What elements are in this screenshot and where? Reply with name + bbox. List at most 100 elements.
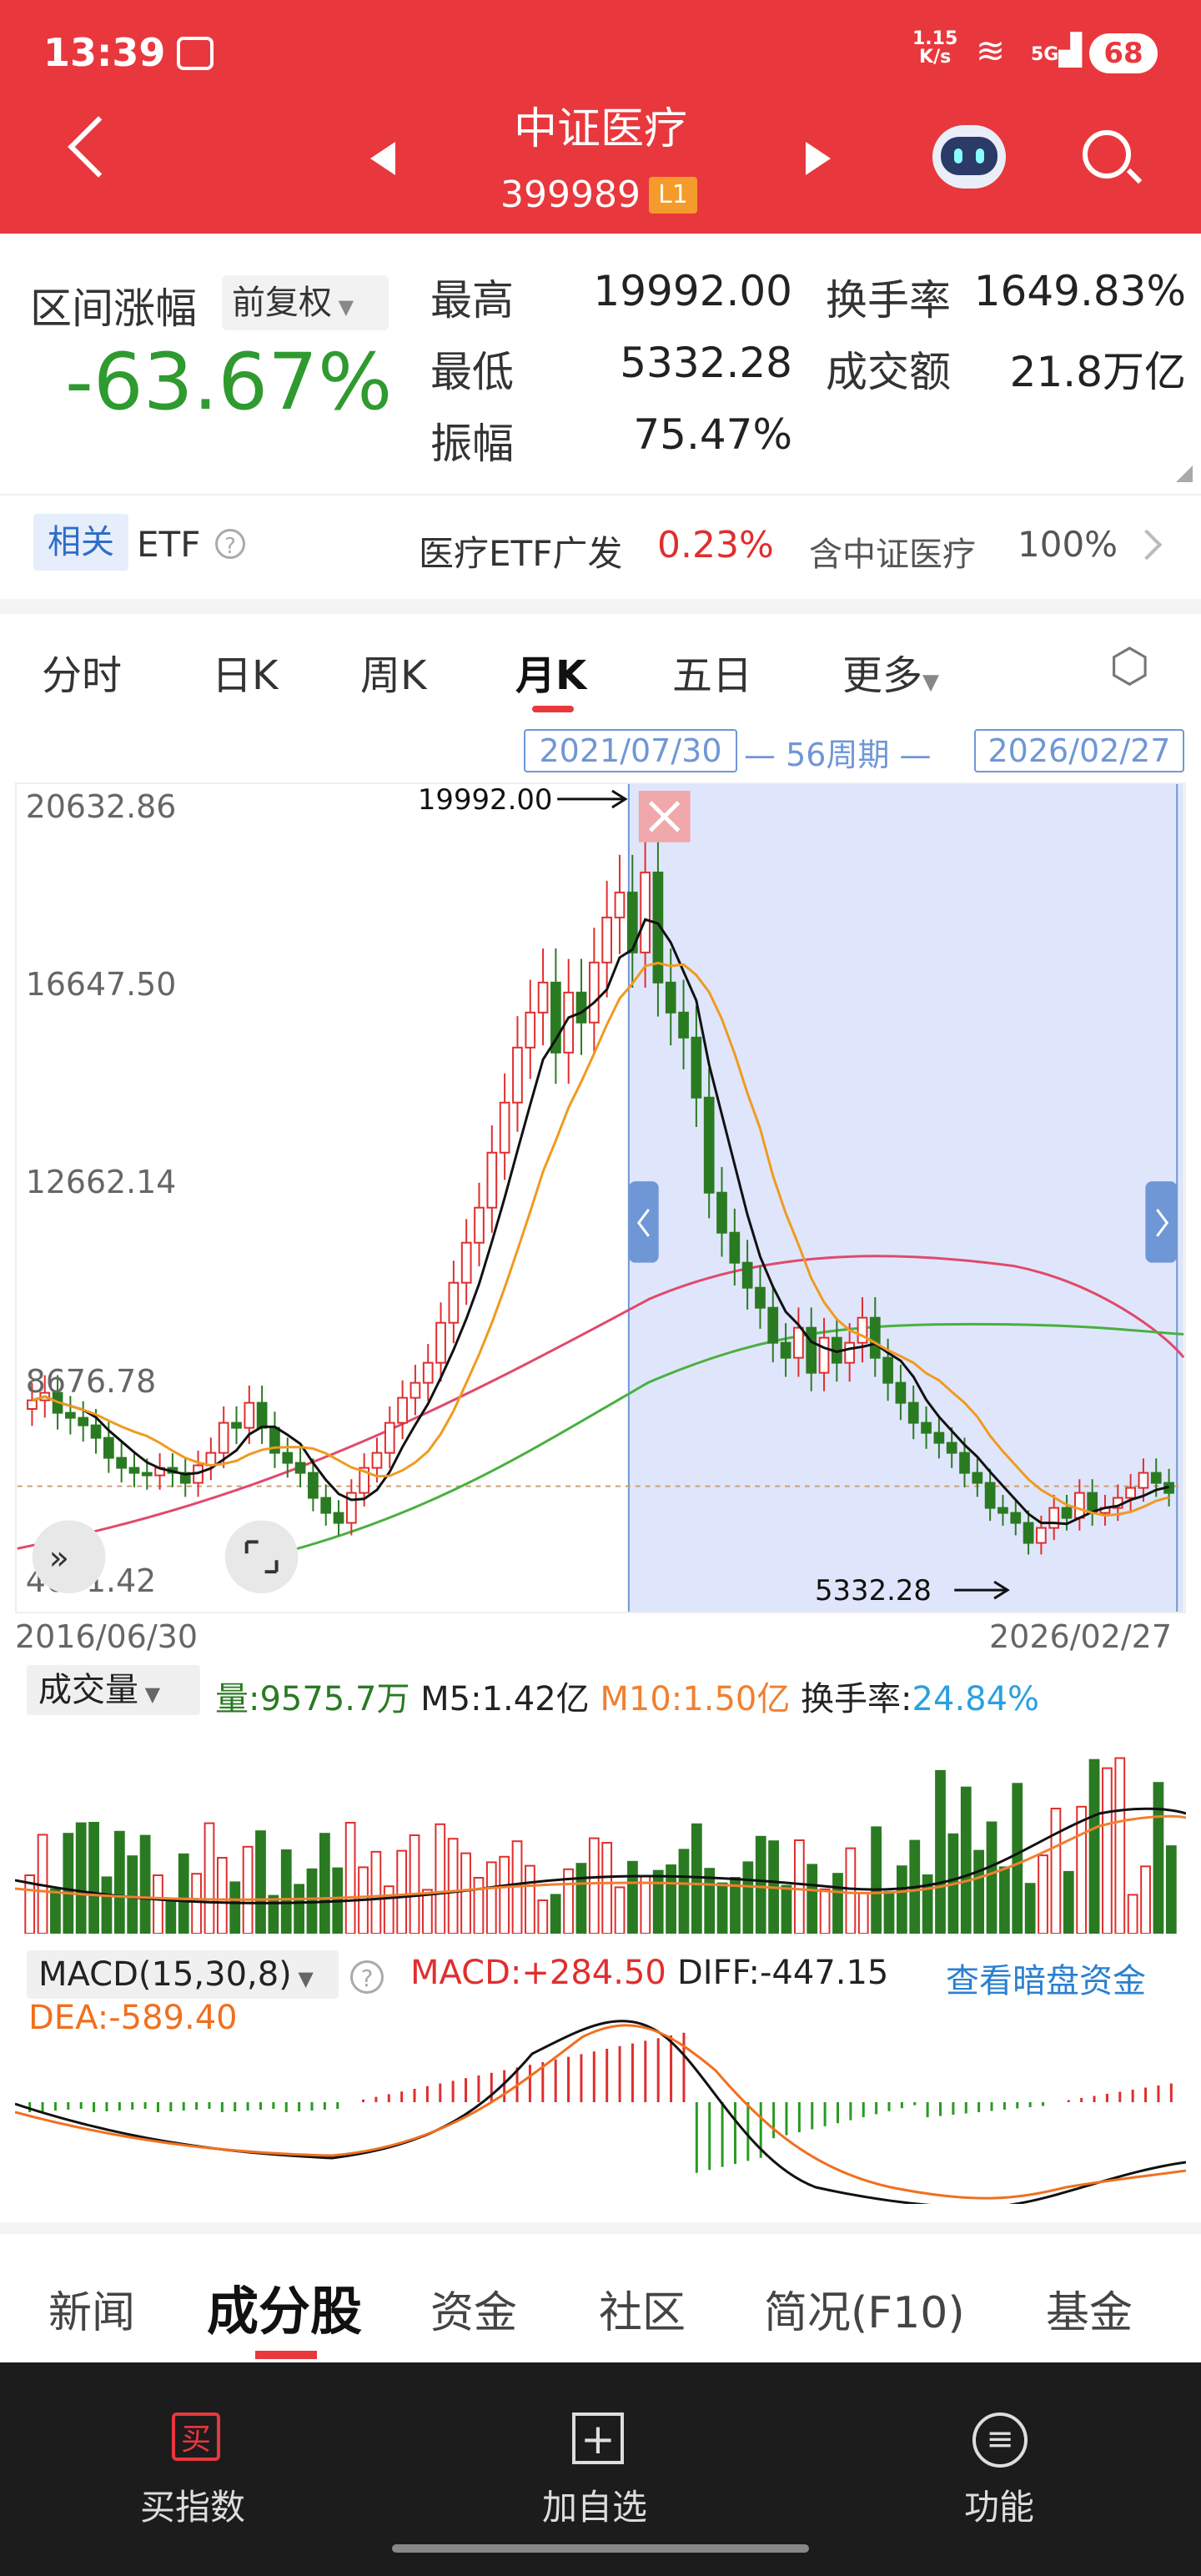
help-icon[interactable]: ? (215, 529, 245, 559)
candle-body (218, 1421, 229, 1454)
holding-value: 100% (1018, 524, 1118, 565)
tab-community[interactable]: 社区 (599, 2288, 686, 2338)
volume-bar (1024, 1883, 1036, 1934)
candle-body (869, 1316, 881, 1359)
candle-body (780, 1341, 791, 1359)
candle-body (141, 1472, 153, 1477)
dark-pool-link[interactable]: 查看暗盘资金 (946, 1962, 1146, 2000)
tab-constituents[interactable]: 成分股 (207, 2281, 363, 2342)
candle-body (703, 1096, 715, 1194)
candle-body (997, 1507, 1008, 1514)
functions-button[interactable]: ≡ 功能 (917, 2387, 1084, 2528)
add-watchlist-button[interactable]: + 加自选 (517, 2387, 684, 2528)
range-right-handle[interactable] (1145, 1181, 1178, 1263)
next-stock-button[interactable] (806, 142, 831, 175)
range-left-handle[interactable] (628, 1181, 659, 1263)
screenshot-icon (177, 37, 214, 70)
candle-body (359, 1467, 370, 1494)
search-icon[interactable] (1083, 130, 1143, 184)
candle-body (65, 1411, 76, 1419)
settings-hexagon-icon[interactable]: ⬡ (1109, 639, 1150, 693)
fullscreen-button[interactable] (224, 1520, 299, 1594)
tab-f10[interactable]: 简况(F10) (764, 2288, 965, 2338)
expand-corner-icon[interactable] (1176, 465, 1193, 482)
volume-bar (1050, 1808, 1062, 1934)
tab-news[interactable]: 新闻 (48, 2288, 136, 2338)
volume-bar (730, 1877, 741, 1934)
candle-body (179, 1472, 191, 1484)
volume-bar (1165, 1845, 1177, 1934)
chevron-down-icon: ▼ (291, 1967, 314, 1990)
range-start-date[interactable]: 2021/07/30 (524, 729, 737, 772)
double-chevron-icon: » (49, 1539, 69, 1577)
candle-body (371, 1452, 383, 1469)
tab-intraday[interactable]: 分时 (42, 652, 123, 699)
candle-body (537, 981, 549, 1014)
volume-bar (50, 1888, 61, 1934)
fast-forward-button[interactable] (32, 1520, 106, 1594)
chevron-down-icon: ▼ (922, 670, 940, 695)
etf-fund-name[interactable]: 医疗ETF广发 (419, 533, 623, 574)
volume-bar (204, 1822, 215, 1934)
help-icon[interactable]: ? (350, 1960, 384, 1994)
tab-weekly-k[interactable]: 周K (360, 652, 427, 699)
dea-value: DEA:-589.40 (28, 1999, 238, 2037)
volume-bar (165, 1899, 177, 1934)
candle-body (806, 1326, 817, 1374)
volume-bar (922, 1874, 933, 1934)
prev-stock-button[interactable] (370, 142, 395, 175)
chevron-down-icon: ▼ (332, 295, 354, 319)
candle-body (27, 1399, 38, 1411)
y-tick-4: 8676.78 (26, 1363, 156, 1400)
range-periods: — 56周期 — (744, 737, 932, 773)
macd-dropdown[interactable]: MACD(15,30,8) ▼ (27, 1950, 339, 1999)
volume-bar (191, 1873, 202, 1934)
candle-body (410, 1381, 421, 1399)
candlestick-chart[interactable]: 20632.86 16647.50 12662.14 8676.78 4691.… (15, 782, 1186, 1613)
x-start-date: 2016/06/30 (15, 1618, 198, 1655)
volume-bar (1076, 1805, 1088, 1934)
tab-five-day[interactable]: 五日 (672, 652, 753, 699)
candle-body (78, 1416, 89, 1426)
range-end-date[interactable]: 2026/02/27 (974, 729, 1184, 772)
adjust-dropdown[interactable]: 前复权 ▼ (222, 275, 389, 330)
volume-bar (525, 1864, 535, 1934)
candle-body (116, 1457, 128, 1469)
net-speed: 1.15 K/s (912, 28, 958, 68)
tab-daily-k[interactable]: 日K (212, 652, 279, 699)
candle-body (844, 1341, 856, 1364)
volume-bar (871, 1826, 882, 1934)
buy-index-label: 买指数 (140, 2487, 246, 2528)
volume-bar (588, 1837, 600, 1934)
candle-body (308, 1472, 319, 1499)
volume-bar (793, 1839, 805, 1934)
ma-long-line (17, 1255, 1184, 1550)
candle-body (755, 1286, 766, 1309)
tab-more[interactable]: 更多▼ (842, 652, 940, 699)
volume-bar (716, 1882, 728, 1934)
tab-fund[interactable]: 基金 (1046, 2288, 1133, 2338)
volume-bar (473, 1877, 485, 1934)
candle-body (103, 1436, 114, 1459)
volume-bar (550, 1894, 561, 1934)
etf-fund-change: 0.23% (657, 524, 774, 566)
candle-body (128, 1467, 140, 1474)
robot-assistant-icon[interactable] (932, 125, 1006, 189)
candle-body (333, 1512, 344, 1524)
volume-dropdown[interactable]: 成交量 ▼ (27, 1665, 200, 1715)
volume-bars (24, 1757, 1177, 1934)
candle-body (474, 1206, 485, 1244)
section-gap (0, 2222, 1201, 2234)
volume-bar (986, 1821, 997, 1934)
tab-funds[interactable]: 资金 (430, 2288, 518, 2338)
ma-mid-line (266, 1322, 1184, 1558)
chevron-right-icon[interactable] (1131, 529, 1163, 561)
candle-body (486, 1151, 498, 1209)
chevron-down-icon: ▼ (138, 1683, 161, 1706)
buy-icon: 买 (172, 2412, 220, 2461)
volume-bar (601, 1842, 613, 1934)
candle-body (1023, 1522, 1034, 1544)
candle-body (256, 1401, 268, 1429)
buy-index-button[interactable]: 买 买指数 (117, 2387, 284, 2528)
tab-monthly-k[interactable]: 月K (515, 652, 587, 699)
